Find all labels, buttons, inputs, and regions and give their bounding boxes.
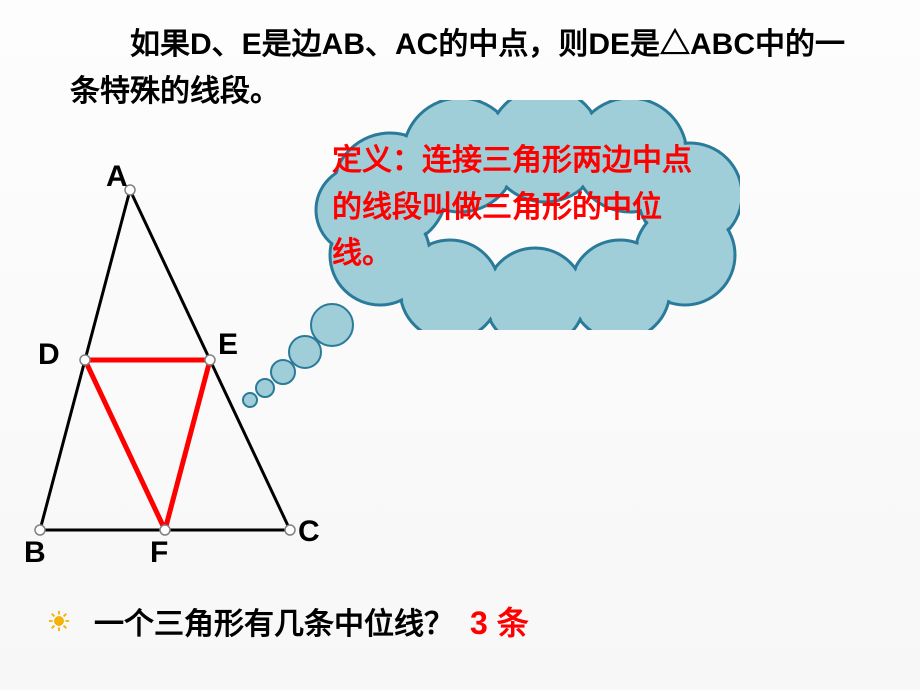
vertex-label-d: D — [38, 338, 60, 372]
question-row: 一个三角形有几条中位线？ 3 条 — [48, 598, 529, 644]
definition-text: 定义：连接三角形两边中点的线段叫做三角形的中位线。 — [332, 138, 702, 278]
definition-cloud: 定义：连接三角形两边中点的线段叫做三角形的中位线。 — [300, 100, 740, 320]
triangle-diagram: A B C D E F — [20, 160, 340, 565]
vertex-label-e: E — [218, 328, 238, 362]
answer-text: 3 条 — [470, 598, 529, 644]
vertex-label-a: A — [106, 160, 128, 194]
question-text: 一个三角形有几条中位线？ — [94, 599, 454, 643]
vertex-label-c: C — [298, 515, 320, 549]
bullet-icon — [48, 610, 70, 632]
triangle-svg — [20, 160, 340, 565]
vertex-label-b: B — [24, 536, 46, 570]
vertex-label-f: F — [150, 536, 168, 570]
